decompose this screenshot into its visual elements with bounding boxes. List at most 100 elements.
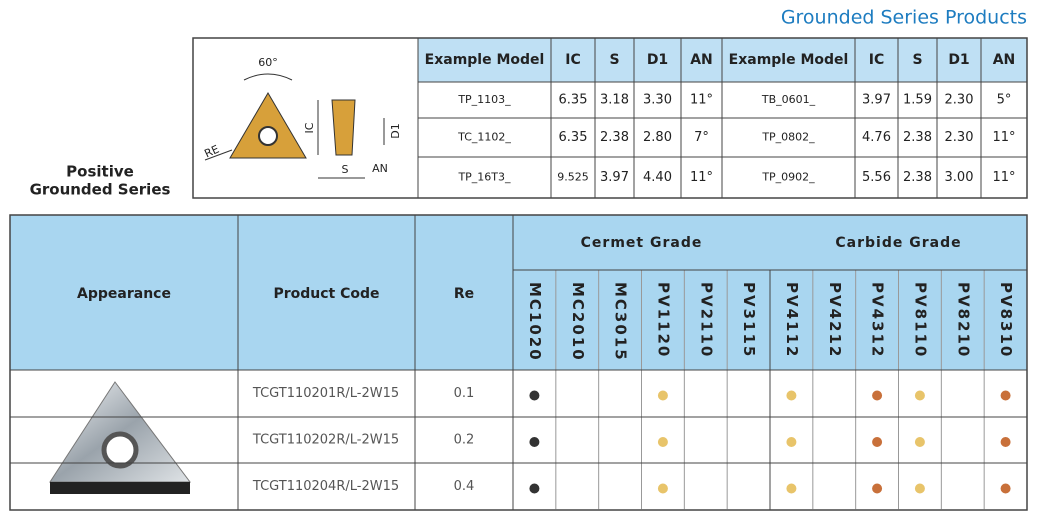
availability-dot: [657, 483, 668, 494]
grade-name: MC3015: [612, 282, 630, 362]
spec-cell: 2.38: [903, 170, 932, 185]
spec-cell: 3.18: [600, 93, 629, 108]
spec-cell: 5.56: [862, 170, 891, 185]
re-value: 0.4: [454, 479, 475, 494]
spec-cell: 1.59: [903, 93, 932, 108]
spec-cell: 2.38: [903, 130, 932, 145]
spec-cell: TB_0601_: [761, 93, 816, 106]
spec-cell: 6.35: [559, 130, 588, 145]
availability-dot: [529, 483, 540, 494]
angle-arc: [243, 73, 293, 81]
grade-name: PV8210: [954, 282, 972, 358]
spec-cell: 11°: [992, 170, 1015, 185]
grade-name: PV4112: [783, 282, 801, 358]
grade-header: Appearance: [77, 286, 171, 302]
group-header: Cermet Grade: [581, 235, 703, 251]
spec-cell: 11°: [690, 170, 713, 185]
availability-dot: [1000, 437, 1011, 447]
spec-header: S: [609, 52, 619, 68]
grade-name: MC2010: [569, 282, 587, 362]
availability-dot: [657, 390, 668, 401]
re-value: 0.2: [454, 433, 475, 448]
spec-header: AN: [690, 52, 713, 68]
dim-label: AN: [372, 162, 388, 175]
spec-cell: TP_0902_: [761, 171, 815, 184]
spec-cell: 5°: [997, 93, 1012, 108]
availability-dot: [786, 437, 797, 447]
product-code: TCGT110201R/L-2W15: [252, 386, 399, 401]
availability-dot: [872, 437, 883, 447]
availability-dot: [1000, 483, 1011, 494]
grade-name: PV3115: [740, 282, 758, 358]
spec-header: S: [912, 52, 922, 68]
insert-hole: [101, 431, 139, 469]
group-header: Carbide Grade: [835, 235, 961, 251]
spec-header: AN: [993, 52, 1016, 68]
spec-cell: TP_0802_: [761, 131, 815, 144]
availability-dot: [786, 483, 797, 494]
spec-cell: TP_1103_: [457, 93, 511, 106]
insert-edge: [50, 482, 190, 494]
product-code: TCGT110204R/L-2W15: [252, 479, 399, 494]
spec-header: Example Model: [729, 52, 849, 68]
spec-cell: 3.97: [600, 170, 629, 185]
spec-cell: 2.30: [945, 93, 974, 108]
availability-dot: [914, 390, 925, 401]
grade-name: MC1020: [526, 282, 544, 362]
spec-header: D1: [647, 52, 668, 68]
side-label: Grounded Series: [30, 181, 171, 199]
grade-name: PV4312: [869, 282, 887, 358]
side-label: Positive: [66, 163, 134, 181]
spec-cell: 11°: [992, 130, 1015, 145]
availability-dot: [657, 437, 668, 447]
dim-label: S: [342, 163, 349, 176]
spec-header: Example Model: [425, 52, 545, 68]
grade-header: Product Code: [273, 286, 379, 302]
spec-cell: 3.97: [862, 93, 891, 108]
availability-dot: [872, 483, 883, 494]
spec-cell: 3.00: [945, 170, 974, 185]
spec-header: D1: [948, 52, 969, 68]
availability-dot: [529, 437, 540, 447]
grade-name: PV4212: [826, 282, 844, 358]
spec-cell: TP_16T3_: [457, 171, 511, 184]
dim-line: [204, 149, 233, 161]
availability-dot: [914, 483, 925, 494]
dim-label: D1: [389, 123, 402, 138]
availability-dot: [872, 390, 883, 401]
insert-top-view: [229, 92, 307, 159]
spec-cell: TC_1102_: [457, 131, 511, 144]
spec-header: IC: [565, 52, 580, 68]
availability-dot: [786, 390, 797, 401]
spec-cell: 11°: [690, 93, 713, 108]
re-value: 0.1: [454, 386, 475, 401]
grade-header: Re: [454, 286, 474, 302]
spec-cell: 6.35: [559, 93, 588, 108]
dim-label: IC: [303, 122, 316, 133]
page-title: Grounded Series Products: [781, 7, 1027, 29]
dim-label: 60°: [258, 56, 278, 69]
spec-cell: 9.525: [557, 171, 589, 184]
spec-header: IC: [869, 52, 884, 68]
grade-header-bg: [10, 215, 1027, 370]
product-code: TCGT110202R/L-2W15: [252, 433, 399, 448]
insert-photo: [49, 381, 191, 494]
diagram: 60° RE IC D1 S AN: [202, 56, 402, 179]
availability-dot: [914, 437, 925, 447]
spec-cell: 2.30: [945, 130, 974, 145]
insert-hole: [258, 126, 278, 146]
spec-cell: 4.40: [643, 170, 672, 185]
dim-label: RE: [202, 143, 221, 161]
availability-dot: [529, 390, 540, 401]
spec-cell: 2.80: [643, 130, 672, 145]
spec-cell: 7°: [694, 130, 709, 145]
spec-cell: 3.30: [643, 93, 672, 108]
spec-cell: 4.76: [862, 130, 891, 145]
grade-name: PV1120: [654, 282, 672, 358]
grade-name: PV8310: [997, 282, 1015, 358]
availability-dot: [1000, 390, 1011, 401]
spec-cell: 2.38: [600, 130, 629, 145]
grade-name: PV2110: [697, 282, 715, 358]
insert-side-view: [331, 99, 356, 156]
